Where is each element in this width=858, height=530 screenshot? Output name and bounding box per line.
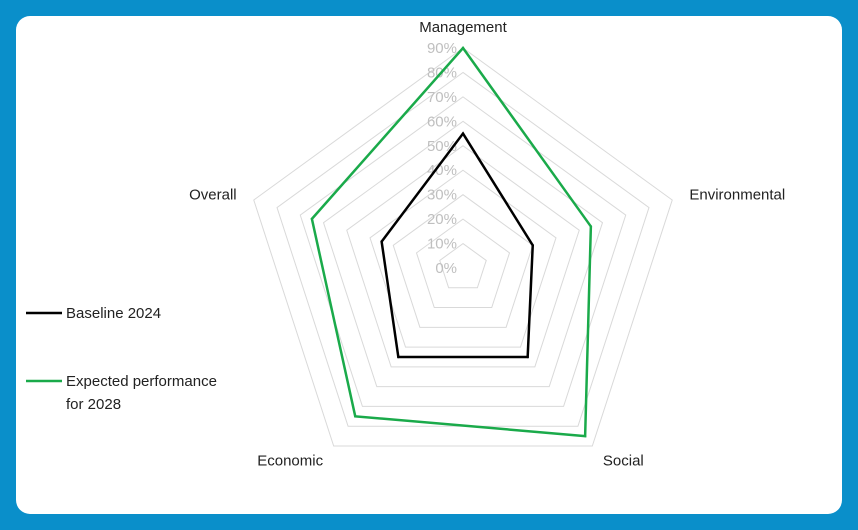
legend: Baseline 2024 Expected performance for 202… xyxy=(26,305,217,413)
chart-frame xyxy=(16,16,842,514)
grid-ring xyxy=(276,71,650,427)
tick-label: 60% xyxy=(427,113,457,130)
tick-label: 70% xyxy=(427,89,457,106)
tick-label: 20% xyxy=(427,211,457,228)
series-1-point-4 xyxy=(310,217,314,221)
radar-series xyxy=(310,45,593,438)
series-1-point-0 xyxy=(461,46,465,50)
series-1-point-3 xyxy=(354,415,357,418)
radar-grid xyxy=(253,47,673,447)
series-line-0 xyxy=(380,131,535,359)
category-label: Environmental xyxy=(689,186,785,203)
legend-label: for 2028 xyxy=(66,396,121,413)
category-labels: Management Environmental Social Economic Ove… xyxy=(189,19,785,470)
category-label: Social xyxy=(603,453,644,470)
category-label: Overall xyxy=(189,186,237,203)
series-0-point-4 xyxy=(380,240,383,243)
series-1-point-1 xyxy=(589,225,593,228)
grid-ring xyxy=(299,96,627,407)
category-label: Economic xyxy=(257,453,323,470)
series-0-point-0 xyxy=(461,132,465,135)
legend-label: Expected performance xyxy=(66,373,217,390)
tick-label: 30% xyxy=(427,187,457,204)
grid-ring xyxy=(253,47,673,447)
grid-ring xyxy=(415,218,511,309)
grid-ring xyxy=(439,242,487,289)
tick-label: 10% xyxy=(427,236,457,253)
grid-ring xyxy=(346,145,580,368)
tick-label: 40% xyxy=(427,162,457,179)
series-0-point-2 xyxy=(526,355,529,359)
series-0-point-3 xyxy=(397,355,400,359)
series-line-1 xyxy=(310,45,593,438)
series-1-point-2 xyxy=(583,434,587,438)
category-label: Management xyxy=(419,19,507,36)
radial-tick-labels: 0%10%20%30%40%50%60%70%80%90% xyxy=(427,40,457,277)
grid-ring xyxy=(322,120,604,388)
grid-ring xyxy=(392,194,534,328)
tick-label: 90% xyxy=(427,40,457,57)
series-0-point-1 xyxy=(531,244,534,247)
grid-ring xyxy=(369,169,557,348)
tick-label: 0% xyxy=(435,260,457,277)
legend-label: Baseline 2024 xyxy=(66,305,161,322)
